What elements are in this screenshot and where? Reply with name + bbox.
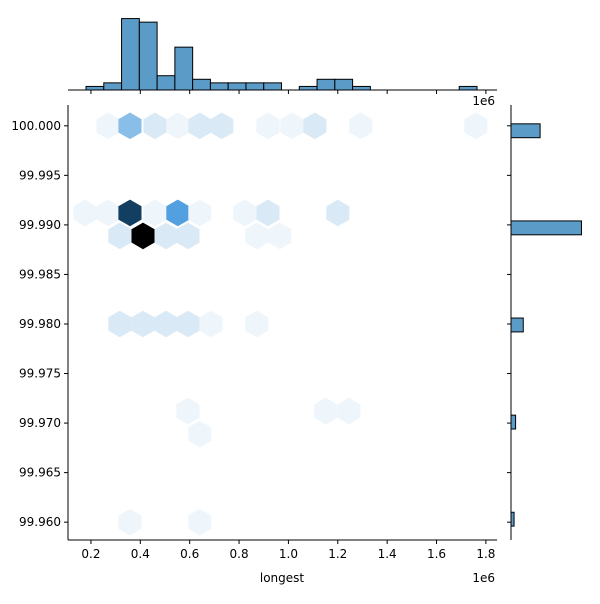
x-tick-label: 0.8: [230, 547, 249, 561]
y-tick-label: 99.985: [19, 267, 61, 281]
histogram-bar: [103, 82, 123, 91]
x-tick-label: 0.2: [81, 547, 100, 561]
histogram-bar: [121, 18, 140, 91]
x-tick-label: 1.0: [279, 547, 298, 561]
histogram-bar: [209, 82, 229, 91]
histogram-bar: [156, 75, 176, 91]
histogram-bar: [192, 78, 211, 91]
y-tick-label: 100.000: [11, 119, 61, 133]
histogram-bar: [458, 85, 478, 91]
hexbin-cell: [73, 199, 97, 227]
y-tick-label: 99.970: [19, 416, 61, 430]
hexbin-cell: [118, 112, 142, 140]
x-tick-label: 1.4: [378, 547, 397, 561]
hexbin-cell: [245, 310, 269, 338]
x-tick-label: 1.6: [427, 547, 446, 561]
hexbin-cell: [188, 112, 212, 140]
hexbin-cell: [131, 310, 155, 338]
histogram-bar: [510, 317, 524, 333]
hexbin-cell: [154, 310, 178, 338]
hexbin-cell: [131, 222, 155, 250]
histogram-bar: [334, 78, 354, 91]
x-tick-label: 1.8: [476, 547, 495, 561]
y-tick-label: 99.965: [19, 466, 61, 480]
hexbin-cell: [143, 199, 167, 227]
histogram-bar: [245, 82, 265, 91]
hexbin-cell: [154, 222, 178, 250]
hexbin-cell: [280, 112, 304, 140]
histogram-bar: [263, 82, 283, 91]
y-tick-label: 99.960: [19, 515, 61, 529]
hexbin-cell: [199, 310, 223, 338]
hexbin-cell: [188, 420, 212, 448]
x-axis-label: longest: [260, 571, 305, 585]
hexbin-cell: [349, 112, 373, 140]
hexbin-cell: [176, 222, 200, 250]
x-tick-label: 0.4: [131, 547, 150, 561]
hexbin-cell: [256, 112, 280, 140]
hexbin-cell: [118, 199, 142, 227]
hexbin-cell: [303, 112, 327, 140]
hexbin-cell: [256, 199, 280, 227]
hexbin-cell: [233, 199, 257, 227]
histogram-bar: [227, 82, 247, 91]
hexbin-cell: [210, 112, 234, 140]
hexbin-cell: [108, 222, 132, 250]
hexbin-cell: [108, 310, 132, 338]
hexbin-cell: [188, 508, 212, 536]
hexbin-cell: [464, 112, 488, 140]
y-tick-label: 99.980: [19, 317, 61, 331]
histogram-bar: [352, 85, 371, 91]
histogram-bar: [316, 78, 336, 91]
x-tick-label: 1.2: [328, 547, 347, 561]
hexbin-cell: [118, 508, 142, 536]
hexbin-cell: [176, 397, 200, 425]
hexbin-cell: [143, 112, 167, 140]
y-tick-label: 99.975: [19, 367, 61, 381]
hexbin-cell: [245, 222, 269, 250]
hexbin-cell: [326, 199, 350, 227]
hexbin-cell: [337, 397, 361, 425]
hexbin-cell: [176, 310, 200, 338]
y-tick-label: 99.995: [19, 168, 61, 182]
histogram-bar: [510, 220, 582, 236]
x-offset-label: 1e6: [472, 94, 495, 108]
histogram-bar: [138, 21, 158, 91]
hexbin-cell: [96, 112, 120, 140]
hexbin-cell: [166, 112, 190, 140]
histogram-bar: [510, 123, 541, 139]
x-offset-label: 1e6: [472, 571, 495, 585]
hexbin-cell: [314, 397, 338, 425]
histogram-bar: [85, 85, 105, 91]
x-tick-label: 0.6: [180, 547, 199, 561]
hexbin-cell: [188, 199, 212, 227]
hexbin-cell: [166, 199, 190, 227]
histogram-bar: [510, 414, 517, 430]
y-tick-label: 99.990: [19, 218, 61, 232]
histogram-bar: [298, 85, 318, 91]
hexbin-cell: [268, 222, 292, 250]
histogram-bar: [174, 46, 194, 91]
hexbin-cell: [96, 199, 120, 227]
